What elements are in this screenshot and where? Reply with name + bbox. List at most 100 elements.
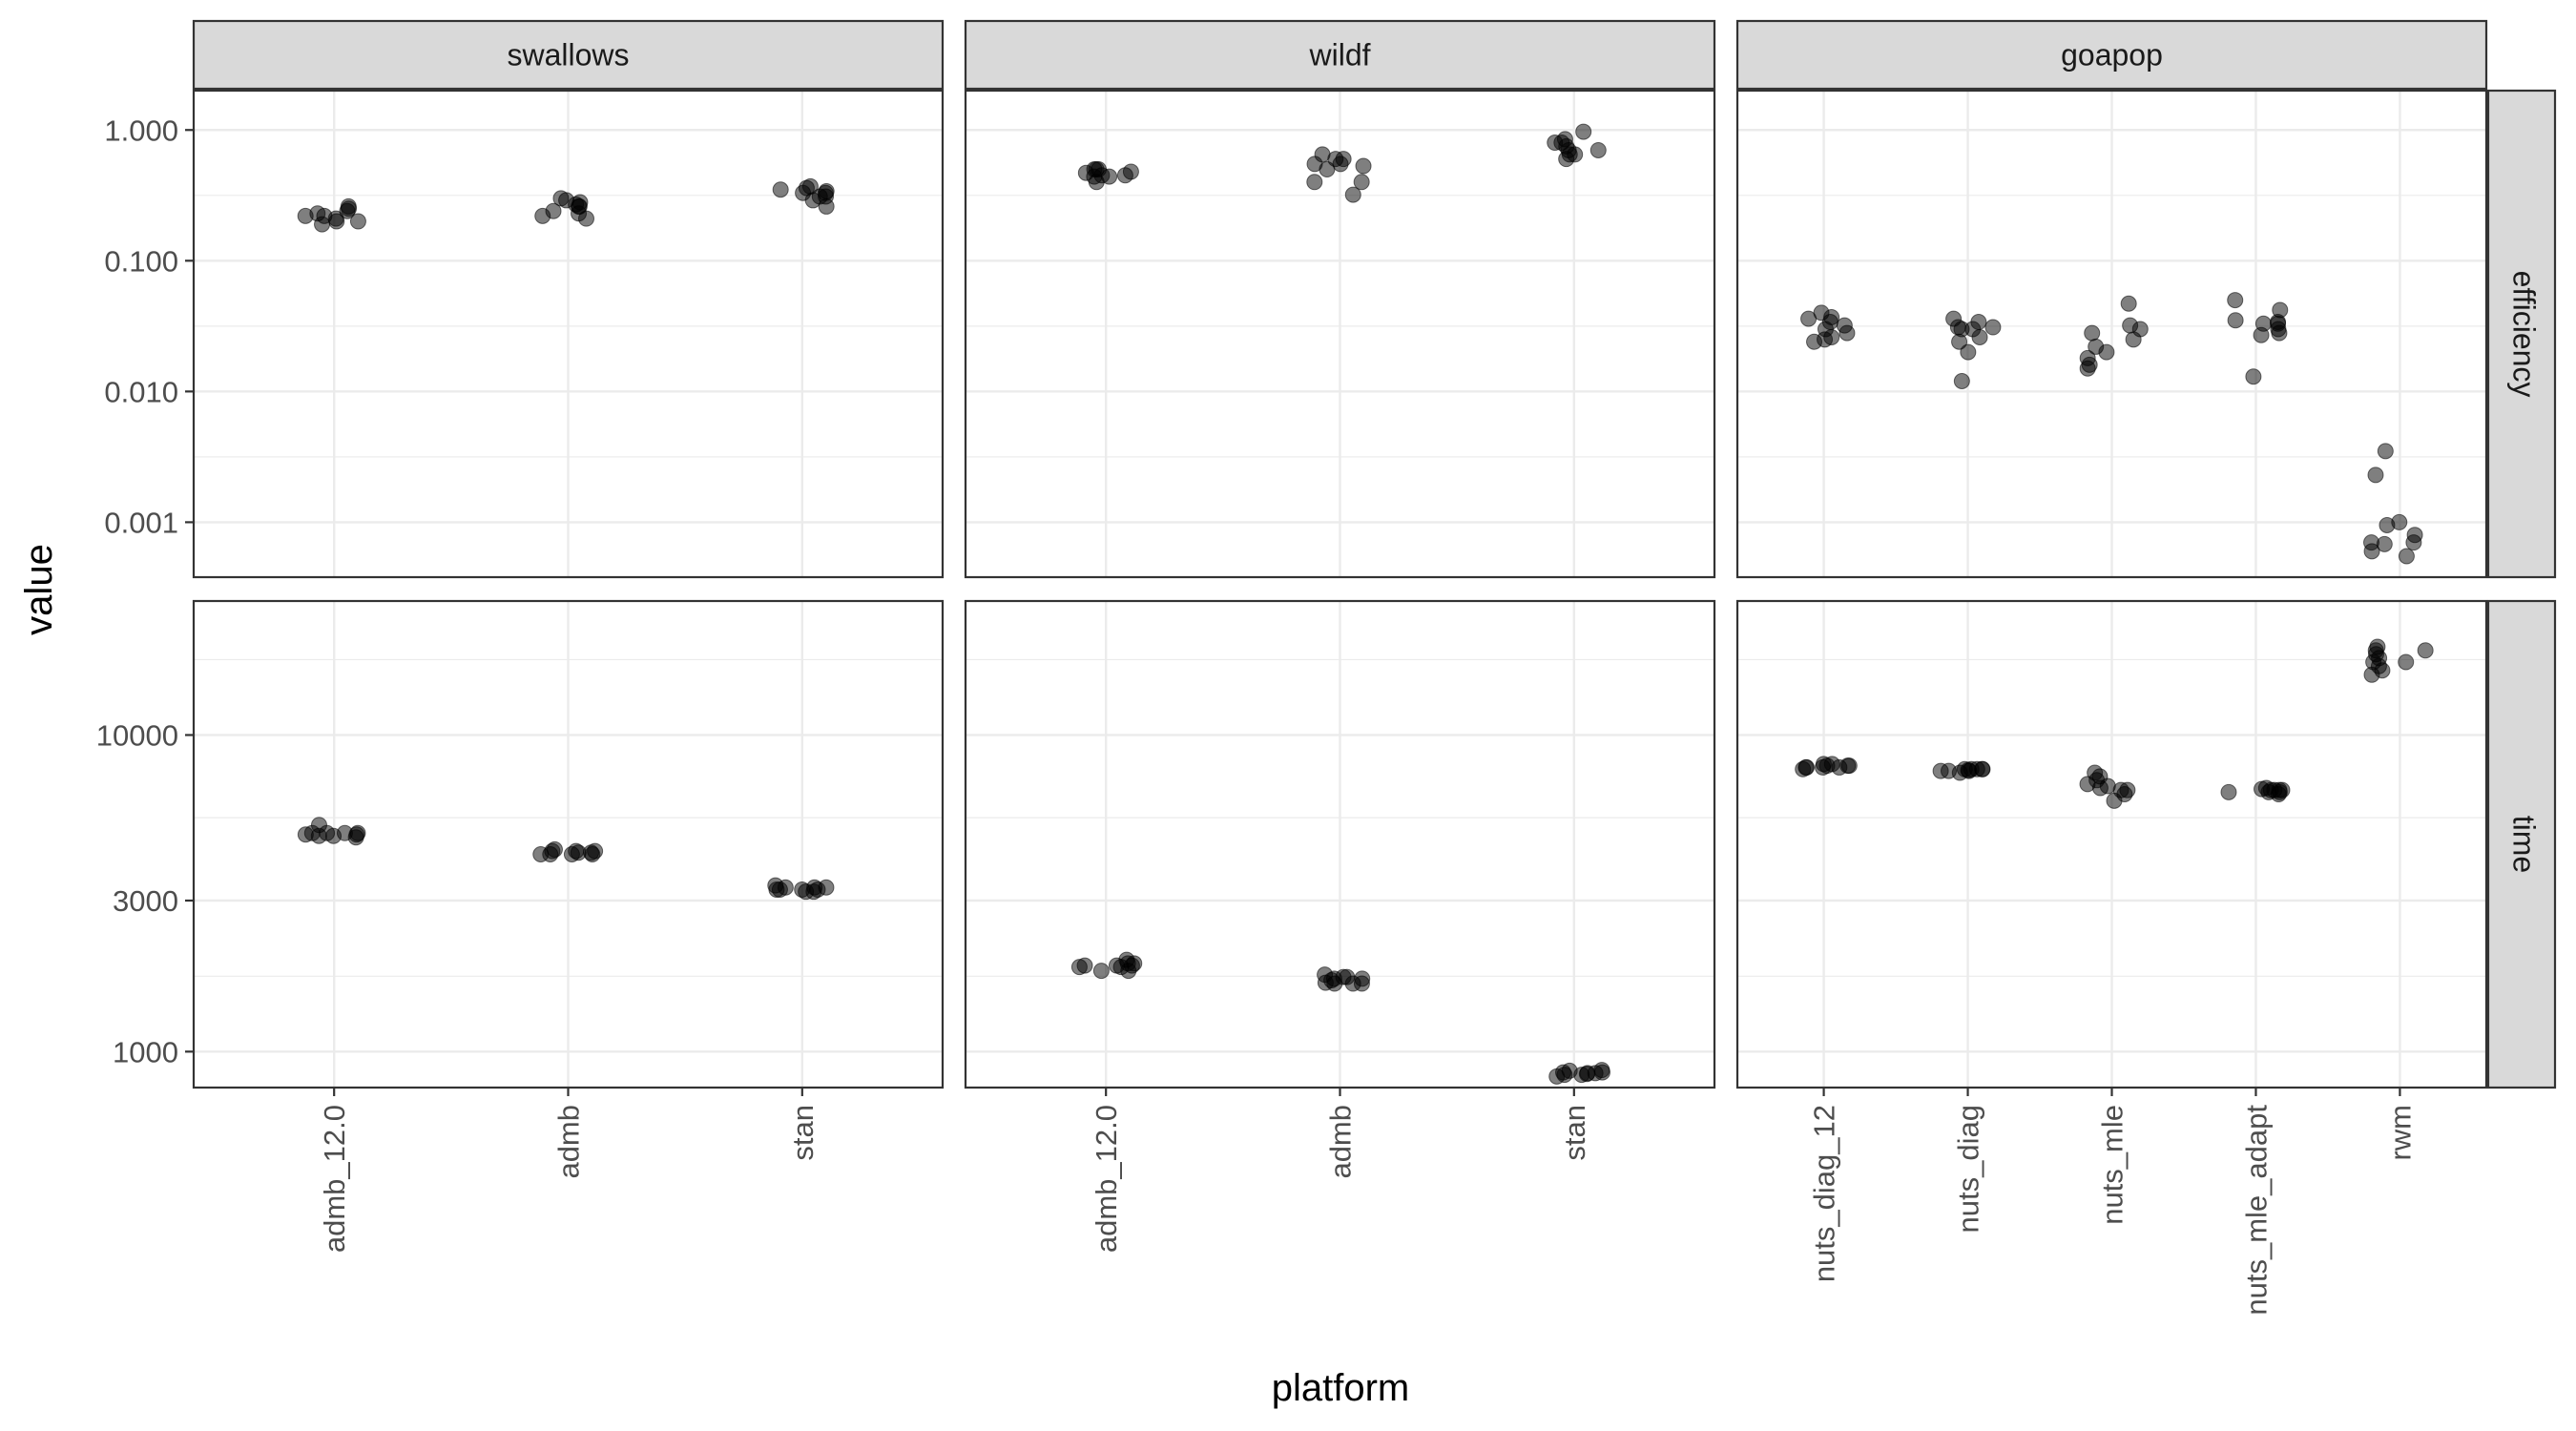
y-tick-label: 0.010 bbox=[104, 375, 178, 408]
data-point-goapop-efficiency-rwm bbox=[2377, 443, 2394, 460]
data-point-swallows-time-admb-12-0 bbox=[325, 827, 343, 844]
data-point-goapop-time-rwm bbox=[2370, 657, 2387, 674]
data-point-goapop-time-nuts-diag bbox=[1932, 762, 1949, 779]
strips-layer: swallows wildf goapop efficiency time bbox=[192, 19, 2557, 1089]
data-point-goapop-efficiency-nuts-mle-adapt bbox=[2271, 324, 2288, 342]
data-point-goapop-time-nuts-diag-12 bbox=[1840, 757, 1858, 775]
data-point-goapop-efficiency-nuts-diag-12 bbox=[1836, 317, 1853, 334]
data-point-swallows-efficiency-stan bbox=[817, 184, 834, 201]
x-tick-label-goapop-nuts-mle-adapt: nuts_mle_adapt bbox=[2239, 1105, 2273, 1316]
data-point-wildf-efficiency-admb-12-0 bbox=[1101, 168, 1118, 185]
data-point-wildf-time-admb-12-0 bbox=[1070, 959, 1088, 976]
x-tick-label-swallows-admb-12-0: admb_12.0 bbox=[318, 1105, 351, 1253]
data-point-swallows-time-admb bbox=[544, 842, 561, 860]
x-tick-label-goapop-nuts-mle: nuts_mle bbox=[2096, 1105, 2129, 1225]
data-point-swallows-time-admb-12-0 bbox=[297, 826, 314, 843]
data-point-goapop-efficiency-nuts-mle bbox=[2131, 321, 2149, 338]
data-point-goapop-efficiency-nuts-diag-12 bbox=[1817, 331, 1834, 348]
data-point-swallows-time-admb-12-0 bbox=[349, 824, 366, 841]
points-layer bbox=[297, 123, 2434, 1085]
data-point-wildf-time-admb bbox=[1354, 970, 1371, 987]
data-point-goapop-efficiency-nuts-diag-12 bbox=[1823, 308, 1840, 325]
data-point-wildf-time-admb-12-0 bbox=[1112, 959, 1130, 976]
strip-swallows bbox=[192, 19, 945, 91]
data-point-wildf-time-admb bbox=[1339, 968, 1356, 985]
panel-border-efficiency-wildf bbox=[964, 89, 1716, 579]
y-tick-label: 10000 bbox=[96, 718, 178, 752]
data-point-goapop-efficiency-nuts-diag bbox=[1960, 343, 1977, 361]
data-point-goapop-time-nuts-diag-12 bbox=[1797, 758, 1815, 776]
data-point-goapop-efficiency-nuts-mle bbox=[2088, 338, 2105, 355]
data-point-goapop-time-nuts-mle bbox=[2079, 776, 2096, 793]
data-point-goapop-efficiency-rwm bbox=[2376, 535, 2393, 552]
y-tick-label: 1.000 bbox=[104, 114, 178, 147]
data-point-goapop-efficiency-nuts-mle-adapt bbox=[2253, 326, 2270, 343]
strip-goapop bbox=[1735, 19, 2488, 91]
data-point-wildf-efficiency-stan bbox=[1561, 146, 1578, 163]
data-point-goapop-time-nuts-diag bbox=[1974, 760, 1991, 778]
data-point-goapop-efficiency-nuts-mle bbox=[2120, 295, 2137, 312]
data-point-swallows-efficiency-admb-12-0 bbox=[340, 200, 357, 218]
data-point-swallows-time-admb bbox=[570, 844, 587, 861]
x-tick-label-wildf-admb-12-0: admb_12.0 bbox=[1090, 1105, 1123, 1253]
x-tick-label-wildf-stan: stan bbox=[1558, 1105, 1591, 1161]
y-tick-label: 1000 bbox=[113, 1035, 178, 1068]
data-point-wildf-efficiency-stan bbox=[1589, 141, 1607, 158]
data-point-swallows-efficiency-admb-12-0 bbox=[349, 213, 366, 230]
data-point-goapop-efficiency-nuts-diag bbox=[1984, 319, 2002, 336]
data-point-wildf-time-admb-12-0 bbox=[1092, 963, 1110, 980]
data-point-wildf-efficiency-admb bbox=[1306, 174, 1323, 191]
data-point-wildf-efficiency-admb-12-0 bbox=[1086, 168, 1103, 185]
data-point-swallows-time-stan bbox=[818, 879, 835, 896]
data-point-swallows-efficiency-admb bbox=[558, 192, 575, 209]
strip-wildf bbox=[964, 19, 1716, 91]
panel-border-efficiency-swallows bbox=[192, 89, 945, 579]
data-point-goapop-time-nuts-mle-adapt bbox=[2270, 786, 2287, 803]
data-point-wildf-time-stan bbox=[1587, 1065, 1604, 1082]
data-point-goapop-time-rwm bbox=[2398, 653, 2415, 671]
strip-label-wildf: wildf bbox=[1308, 38, 1370, 73]
data-point-goapop-efficiency-nuts-mle-adapt bbox=[2227, 312, 2244, 329]
data-point-goapop-efficiency-rwm bbox=[2405, 534, 2422, 551]
ticks-layer: 0.001 0.010 0.100 1.000 1000 3000 10000 admb_12… bbox=[96, 114, 2418, 1315]
data-point-goapop-efficiency-nuts-diag bbox=[1953, 321, 1970, 338]
data-point-wildf-efficiency-stan bbox=[1553, 135, 1570, 152]
data-point-goapop-time-nuts-diag-12 bbox=[1815, 758, 1832, 776]
data-point-goapop-efficiency-nuts-mle-adapt bbox=[2245, 368, 2262, 385]
strip-time bbox=[2486, 599, 2557, 1089]
x-tick-label-swallows-admb: admb bbox=[552, 1105, 586, 1179]
y-tick-label: 0.001 bbox=[104, 506, 178, 539]
x-tick-label-goapop-rwm: rwm bbox=[2383, 1105, 2417, 1161]
data-point-swallows-efficiency-admb-12-0 bbox=[328, 213, 345, 230]
x-tick-label-wildf-admb: admb bbox=[1324, 1105, 1358, 1179]
data-point-wildf-efficiency-stan bbox=[1575, 123, 1592, 140]
strip-label-goapop: goapop bbox=[2061, 38, 2163, 73]
x-axis-title: platform bbox=[1272, 1367, 1410, 1409]
data-point-swallows-efficiency-admb bbox=[534, 207, 551, 224]
data-point-wildf-time-admb bbox=[1323, 972, 1340, 989]
x-tick-label-goapop-nuts-diag-12: nuts_diag_12 bbox=[1808, 1105, 1841, 1282]
y-tick-label: 0.100 bbox=[104, 244, 178, 278]
y-tick-label: 3000 bbox=[113, 884, 178, 918]
data-point-goapop-efficiency-nuts-mle bbox=[2079, 360, 2096, 377]
data-point-swallows-efficiency-admb bbox=[571, 205, 588, 222]
data-point-swallows-efficiency-stan bbox=[772, 181, 789, 198]
x-tick-label-swallows-stan: stan bbox=[786, 1105, 820, 1161]
data-point-goapop-efficiency-nuts-mle bbox=[2084, 324, 2101, 342]
data-point-goapop-time-nuts-diag bbox=[1951, 764, 1968, 781]
data-point-swallows-time-stan bbox=[794, 881, 811, 898]
panel-border-efficiency-goapop bbox=[1735, 89, 2488, 579]
x-tick-label-goapop-nuts-diag: nuts_diag bbox=[1952, 1105, 1985, 1233]
data-point-wildf-efficiency-admb bbox=[1314, 146, 1331, 163]
data-point-swallows-time-admb bbox=[587, 842, 604, 860]
data-point-swallows-time-stan bbox=[771, 881, 788, 898]
data-point-goapop-efficiency-nuts-diag bbox=[1953, 373, 1970, 390]
strip-label-swallows: swallows bbox=[507, 38, 629, 73]
data-point-swallows-efficiency-stan bbox=[798, 179, 815, 197]
data-point-wildf-efficiency-admb-12-0 bbox=[1122, 163, 1139, 180]
strip-label-time: time bbox=[2507, 816, 2542, 873]
data-point-goapop-time-rwm bbox=[2417, 642, 2434, 659]
data-point-goapop-time-nuts-mle-adapt bbox=[2220, 783, 2237, 800]
data-point-goapop-efficiency-rwm bbox=[2398, 548, 2415, 565]
